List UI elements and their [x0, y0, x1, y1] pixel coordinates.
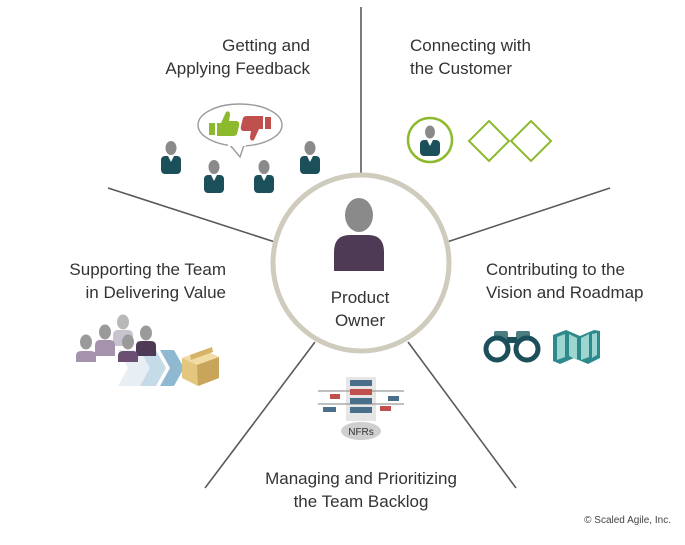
- person-icon: [300, 141, 320, 174]
- center-label-line2: Owner: [334, 311, 386, 330]
- feedback-icon-group: [161, 103, 320, 193]
- person-icon: [161, 141, 181, 174]
- vision-icon-group: [483, 330, 600, 364]
- center-label: Product Owner: [285, 286, 435, 332]
- customer-label-line2: the Customer: [410, 59, 513, 78]
- spoke-lower-right: [407, 341, 517, 489]
- diamond-icon: [467, 119, 553, 163]
- team-member-icon: [118, 334, 138, 362]
- team-label-line1: Supporting the Team: [69, 260, 226, 279]
- center-node: [270, 172, 452, 354]
- team-label: Supporting the Team in Delivering Value: [20, 258, 226, 304]
- person-icon: [204, 160, 224, 193]
- spoke-lower-left: [204, 341, 316, 489]
- feedback-label-line2: Applying Feedback: [165, 59, 310, 78]
- spokes: [107, 7, 611, 489]
- feedback-label-line1: Getting and: [222, 36, 310, 55]
- team-member-icon: [136, 325, 156, 356]
- vision-label-line2: Vision and Roadmap: [486, 283, 644, 302]
- vision-label-line1: Contributing to the: [486, 260, 625, 279]
- feedback-label: Getting and Applying Feedback: [120, 34, 310, 80]
- backlog-label-line2: the Team Backlog: [293, 492, 429, 511]
- customer-person-icon: [406, 116, 454, 164]
- product-owner-icon: [334, 198, 384, 271]
- customer-icon-group: [406, 116, 553, 164]
- nfr-badge: [341, 422, 381, 440]
- customer-label-line1: Connecting with: [410, 36, 531, 55]
- copyright-text: © Scaled Agile, Inc.: [584, 515, 671, 526]
- team-icon-group: [76, 314, 219, 386]
- backlog-bar-priority: [330, 389, 391, 411]
- thumbs-up-icon: [209, 111, 240, 136]
- center-label-line1: Product: [330, 288, 390, 307]
- spoke-upper-left: [107, 187, 279, 244]
- backlog-label-line1: Managing and Prioritizing: [265, 469, 457, 488]
- team-member-icon: [95, 324, 115, 356]
- team-label-line2: in Delivering Value: [85, 283, 226, 302]
- spoke-upper-right: [443, 187, 611, 244]
- customer-label: Connecting with the Customer: [410, 34, 610, 80]
- package-icon: [182, 347, 219, 386]
- person-icon: [254, 160, 274, 193]
- vision-label: Contributing to the Vision and Roadmap: [486, 258, 681, 304]
- binoculars-icon: [483, 331, 541, 363]
- map-icon: [553, 330, 600, 364]
- nfr-label: NFRs: [348, 427, 374, 438]
- thumbs-down-icon: [240, 116, 271, 141]
- backlog-bar: [323, 380, 399, 413]
- backlog-icon-group: NFRs: [318, 377, 404, 440]
- team-member-icon: [76, 334, 96, 362]
- backlog-label: Managing and Prioritizing the Team Backl…: [236, 467, 486, 513]
